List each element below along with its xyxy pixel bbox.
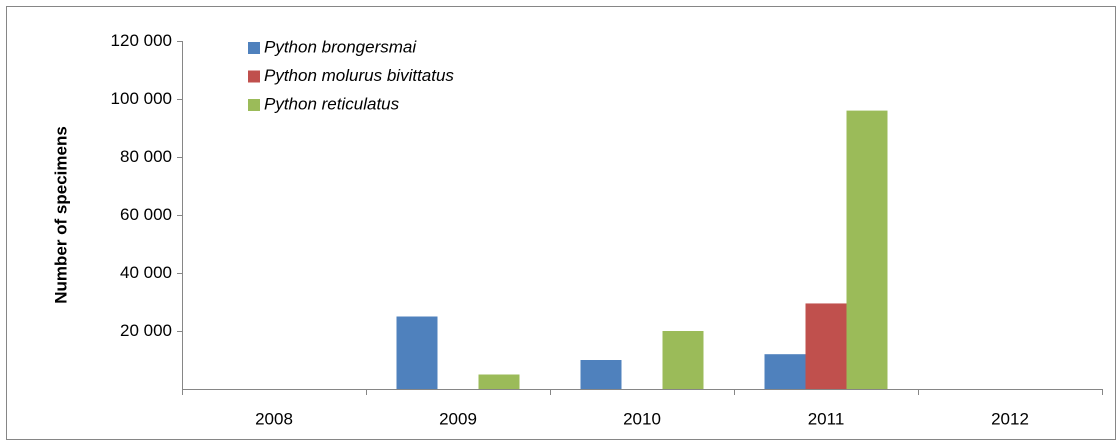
x-tick-label: 2010 (623, 409, 661, 428)
x-tick-label: 2011 (808, 409, 845, 428)
legend-label: Python reticulatus (264, 94, 400, 113)
bar (764, 354, 806, 389)
bar (396, 316, 438, 389)
y-tick-label: 80 000 (120, 147, 172, 166)
legend-label: Python brongersmai (264, 37, 417, 56)
legend-swatch (248, 70, 260, 83)
x-tick-label: 2012 (991, 409, 1029, 428)
y-axis-title: Number of specimens (51, 126, 70, 304)
bar (662, 331, 704, 389)
x-tick-label: 2009 (439, 409, 477, 428)
legend-swatch (248, 42, 260, 54)
y-tick-label: 120 000 (111, 31, 172, 50)
legend-label: Python molurus bivittatus (264, 66, 454, 85)
y-tick-label: 60 000 (120, 205, 172, 224)
y-tick-label: 40 000 (120, 263, 172, 282)
y-tick-label: 100 000 (111, 89, 172, 108)
x-tick-label: 2008 (255, 409, 293, 428)
bar (580, 360, 622, 389)
chart-frame (6, 6, 1116, 440)
bar (805, 303, 847, 389)
y-tick-label: 20 000 (120, 321, 172, 340)
bar (846, 110, 888, 389)
bar (478, 374, 520, 389)
legend-swatch (248, 99, 260, 111)
